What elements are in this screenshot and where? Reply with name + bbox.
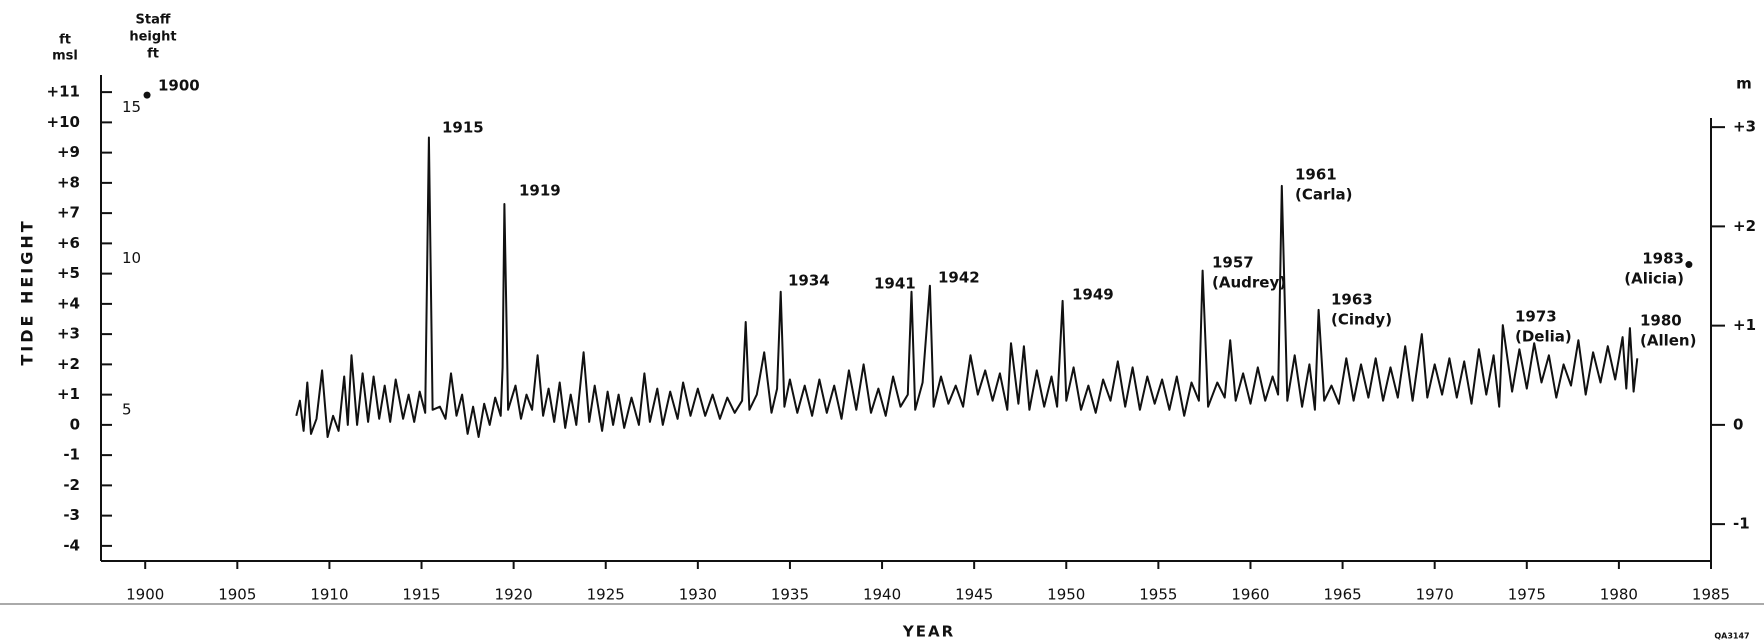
- y-unit: msl: [52, 49, 78, 64]
- annotation: 1961: [1295, 166, 1337, 184]
- x-tick-label: 1950: [1047, 586, 1085, 604]
- annotation: 1963: [1331, 291, 1373, 309]
- y-tick-label: -3: [63, 506, 80, 524]
- x-tick-label: 1935: [771, 586, 809, 604]
- y3-unit: ft: [147, 47, 159, 62]
- annotation: (Delia): [1515, 328, 1572, 346]
- annotation: 1942: [938, 269, 980, 287]
- y2-tick-label: +3: [1733, 118, 1756, 136]
- x-tick-label: 1965: [1323, 586, 1361, 604]
- x-tick-label: 1980: [1600, 586, 1638, 604]
- y2-unit: m: [1736, 75, 1752, 93]
- x-tick-label: 1955: [1139, 586, 1177, 604]
- x-tick-label: 1905: [218, 586, 256, 604]
- x-tick-label: 1910: [310, 586, 348, 604]
- y-tick-label: +4: [57, 294, 80, 312]
- x-axis-title: YEAR: [902, 623, 955, 641]
- x-tick-label: 1925: [587, 586, 625, 604]
- y-unit: ft: [59, 33, 71, 48]
- y-tick-label: +8: [57, 173, 80, 191]
- y-tick-label: -4: [63, 536, 80, 554]
- y3-tick-label: 15: [122, 98, 141, 116]
- y-tick-label: +10: [47, 113, 80, 131]
- annotation: 1919: [519, 182, 561, 200]
- annotation: (Carla): [1295, 186, 1353, 204]
- x-tick-label: 1915: [402, 586, 440, 604]
- y-tick-label: +5: [57, 264, 80, 282]
- y-tick-label: +7: [57, 204, 80, 222]
- y3-unit: Staff: [136, 13, 171, 28]
- x-tick-label: 1975: [1508, 586, 1546, 604]
- y2-tick-label: +2: [1733, 217, 1756, 235]
- annotation: (Cindy): [1331, 311, 1392, 329]
- tide-line: [295, 136, 1639, 438]
- annotation: 1941: [874, 275, 916, 293]
- x-tick-label: 1985: [1692, 586, 1730, 604]
- y-tick-label: 0: [70, 415, 80, 433]
- y-tick-label: +3: [57, 325, 80, 343]
- y-tick-label: +6: [57, 234, 80, 252]
- x-tick-label: 1930: [679, 586, 717, 604]
- extreme-point: [143, 91, 151, 99]
- y3-tick-label: 10: [122, 249, 141, 267]
- x-tick-label: 1940: [863, 586, 901, 604]
- y-tick-label: -1: [63, 446, 80, 464]
- y-tick-label: +1: [57, 385, 80, 403]
- annotation: 1900: [158, 77, 200, 95]
- annotation: (Allen): [1640, 332, 1696, 350]
- y-tick-label: +2: [57, 355, 80, 373]
- annotation: (Alicia): [1624, 270, 1684, 288]
- y-axis-title: TIDE HEIGHT: [18, 218, 37, 365]
- annotation: 1983: [1642, 250, 1684, 268]
- x-tick-label: 1900: [126, 586, 164, 604]
- y3-tick-label: 5: [122, 400, 132, 418]
- annotation: 1934: [788, 272, 830, 290]
- annotation: 1949: [1072, 286, 1114, 304]
- y-tick-label: +9: [57, 143, 80, 161]
- annotation: 1915: [442, 119, 484, 137]
- x-tick-label: 1960: [1231, 586, 1269, 604]
- y2-tick-label: +1: [1733, 316, 1756, 334]
- annotation: (Audrey): [1212, 274, 1286, 292]
- annotation: 1980: [1640, 312, 1682, 330]
- figure-id: QA3147: [1714, 632, 1749, 641]
- extreme-point: [1685, 261, 1693, 269]
- annotation: 1973: [1515, 308, 1557, 326]
- x-tick-label: 1970: [1416, 586, 1454, 604]
- y2-tick-label: 0: [1733, 415, 1743, 433]
- x-tick-label: 1920: [495, 586, 533, 604]
- y-tick-label: -2: [63, 476, 80, 494]
- annotation: 1957: [1212, 254, 1254, 272]
- y-tick-label: +11: [47, 83, 80, 101]
- y2-tick-label: -1: [1733, 515, 1750, 533]
- x-tick-label: 1945: [955, 586, 993, 604]
- y3-unit: height: [129, 30, 176, 45]
